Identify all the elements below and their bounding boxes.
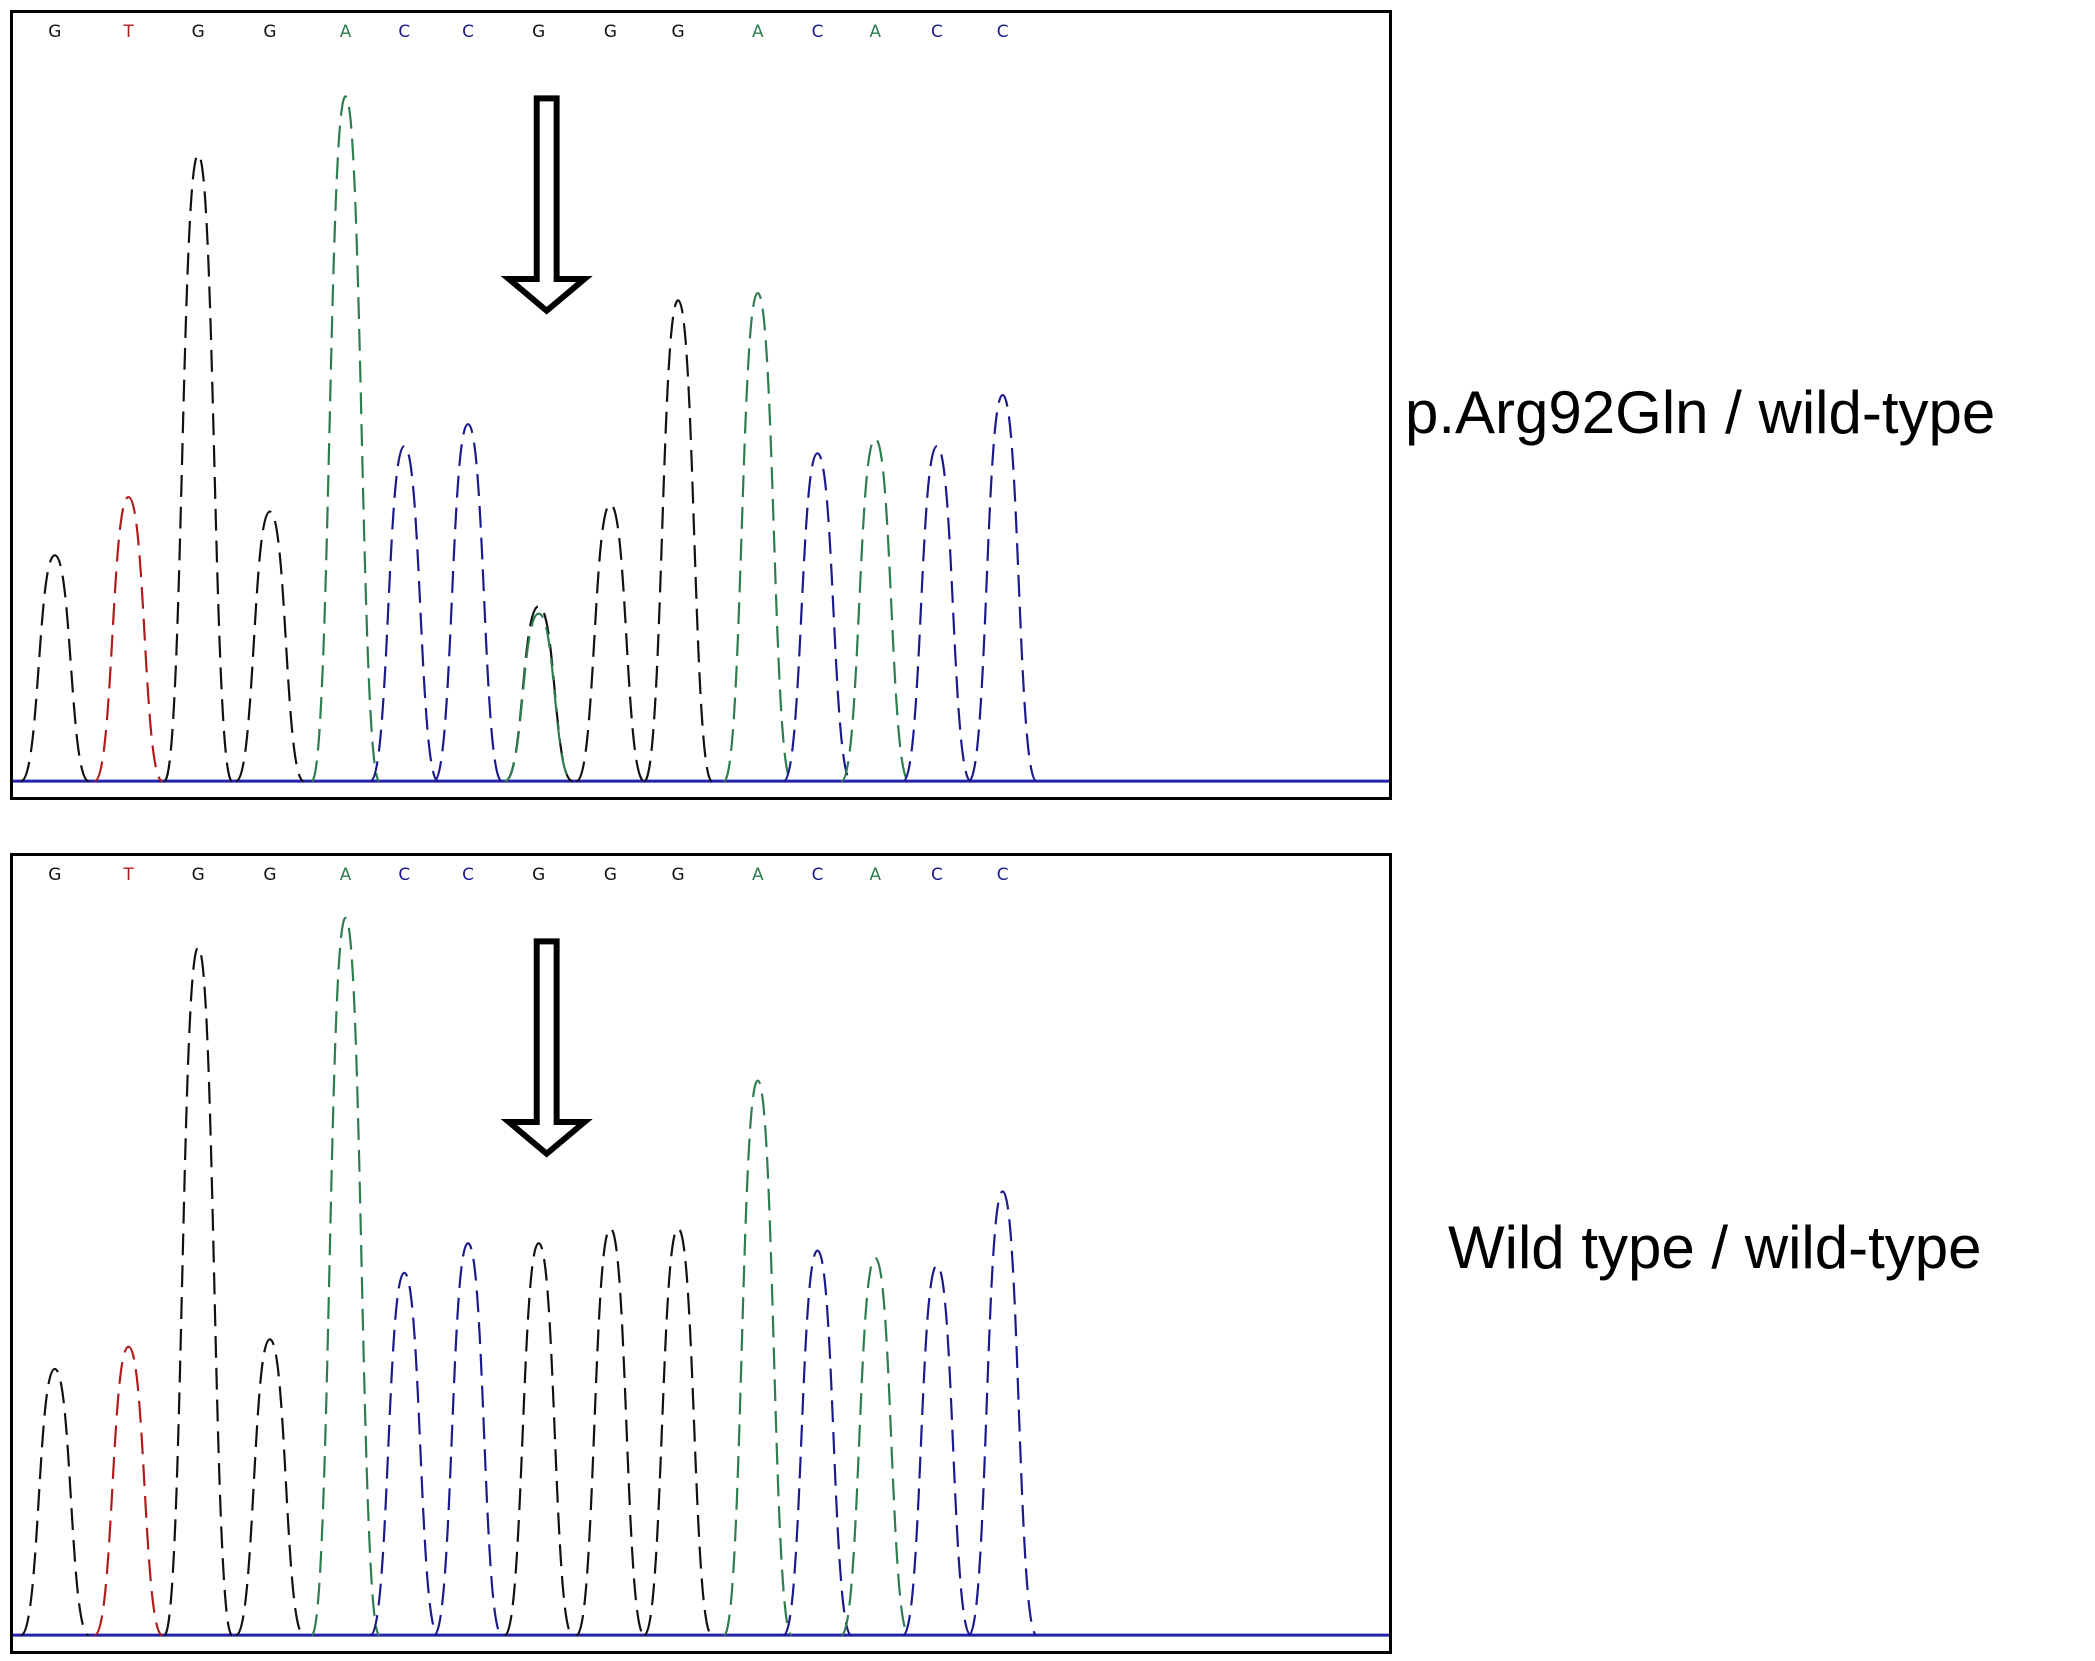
trace-peak-A [504, 612, 574, 783]
base-call-label: C [398, 864, 410, 884]
trace-peak-G [643, 299, 713, 783]
trace-peak-A [722, 291, 793, 783]
variant-arrow-icon [500, 95, 593, 315]
base-call-label: A [752, 21, 764, 41]
base-call-label: A [869, 21, 881, 41]
trace-peak-A [310, 95, 381, 783]
trace-peak-G [575, 1227, 646, 1637]
base-call-label: G [263, 864, 276, 884]
trace-peak-A [840, 437, 911, 783]
trace-peak-G [503, 1242, 574, 1637]
trace-peak-A [310, 916, 381, 1637]
trace-peak-G [234, 1338, 305, 1637]
base-call-label: C [462, 864, 474, 884]
trace-peak-T [93, 1345, 164, 1637]
trace-peak-G [19, 1367, 90, 1637]
trace-peak-C [782, 452, 853, 783]
base-call-label: G [192, 864, 205, 884]
base-call-label: C [931, 21, 943, 41]
trace-peak-G [163, 153, 234, 783]
base-call-label: G [48, 864, 61, 884]
base-call-label: G [604, 21, 617, 41]
genotype-label-wildtype: Wild type / wild-type [1448, 1214, 1982, 1281]
trace-peak-C [369, 444, 440, 783]
base-call-label: A [340, 864, 352, 884]
base-call-label: G [604, 864, 617, 884]
genotype-label-mutant: p.Arg92Gln / wild-type [1405, 379, 1996, 446]
base-call-label: C [462, 21, 474, 41]
trace-peak-A [722, 1079, 793, 1637]
base-call-label: G [192, 21, 205, 41]
trace-peak-G [20, 554, 90, 783]
base-call-label: C [812, 864, 824, 884]
base-call-label: C [812, 21, 824, 41]
trace-peak-G [643, 1227, 713, 1637]
trace-peak-C [433, 423, 503, 783]
trace-peak-C [967, 1190, 1038, 1637]
trace-peak-A [840, 1256, 911, 1637]
trace-peak-C [369, 1271, 440, 1637]
variant-arrow-icon [500, 938, 593, 1158]
base-call-label: A [752, 864, 764, 884]
trace-peak-T [93, 495, 164, 783]
base-call-label: G [48, 21, 61, 41]
trace-peak-G [163, 946, 234, 1637]
trace-peak-G [575, 503, 646, 783]
base-call-label: G [532, 864, 545, 884]
base-call-label: G [263, 21, 276, 41]
trace-peak-C [433, 1242, 503, 1637]
trace-peak-C [902, 444, 972, 783]
trace-peak-C [902, 1264, 972, 1637]
base-call-label: G [672, 864, 685, 884]
trace-peak-C [782, 1249, 853, 1637]
trace-peak-C [967, 393, 1038, 783]
base-call-label: A [340, 21, 352, 41]
base-call-label: G [672, 21, 685, 41]
base-call-label: G [532, 21, 545, 41]
base-call-label: A [869, 864, 881, 884]
base-call-label: C [997, 21, 1009, 41]
base-call-label: T [122, 864, 134, 884]
trace-peak-G [234, 510, 305, 783]
base-call-label: T [122, 21, 134, 41]
base-call-label: C [931, 864, 943, 884]
base-call-label: C [398, 21, 410, 41]
base-call-label: C [997, 864, 1009, 884]
